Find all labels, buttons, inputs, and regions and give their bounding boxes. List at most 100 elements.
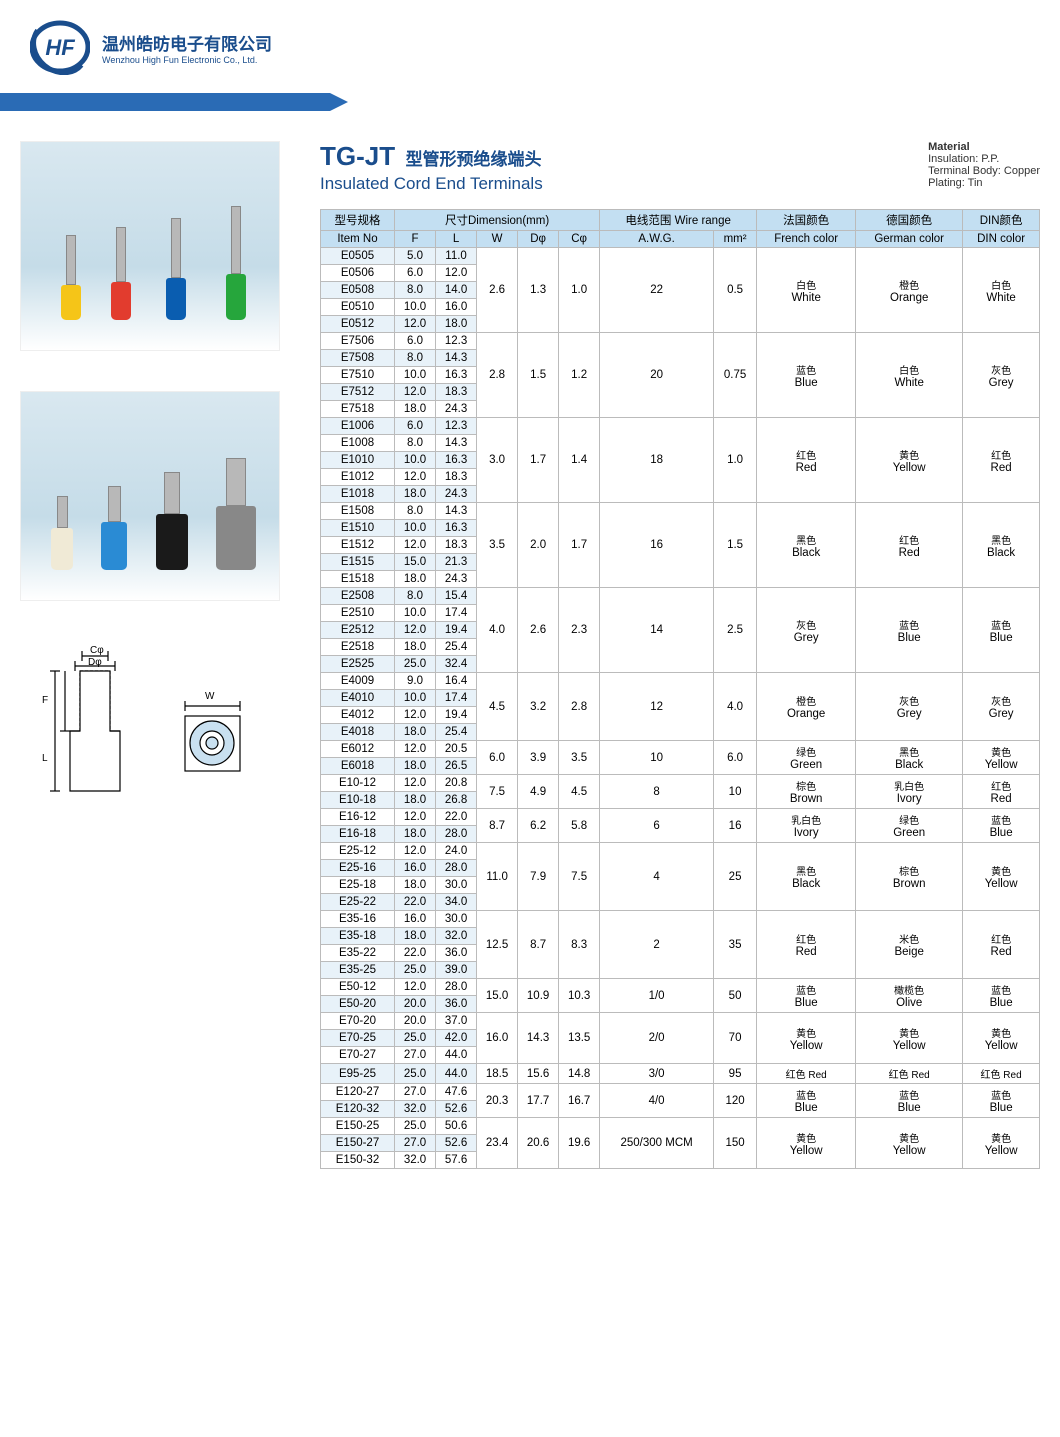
cell-item: E1518 <box>321 571 395 588</box>
cell-w: 11.0 <box>477 843 518 911</box>
cell-awg: 22 <box>600 248 714 333</box>
cell-mm2: 0.5 <box>714 248 757 333</box>
cell-de: 橙色Orange <box>856 248 963 333</box>
cell-l: 18.3 <box>436 537 477 554</box>
cell-item: E25-12 <box>321 843 395 860</box>
cell-din: 蓝色Blue <box>963 979 1040 1013</box>
cell-mm2: 70 <box>714 1013 757 1064</box>
cell-item: E1010 <box>321 452 395 469</box>
cell-awg: 10 <box>600 741 714 775</box>
table-row: E35-1616.030.012.58.78.3235红色Red米色Beige红… <box>321 911 1040 928</box>
cell-din: 蓝色Blue <box>963 1084 1040 1118</box>
cell-f: 10.0 <box>395 452 436 469</box>
cell-din: 白色White <box>963 248 1040 333</box>
cell-c: 7.5 <box>559 843 600 911</box>
cell-fr: 黄色Yellow <box>757 1118 856 1169</box>
cell-f: 32.0 <box>395 1152 436 1169</box>
cell-fr: 橙色Orange <box>757 673 856 741</box>
cell-item: E2510 <box>321 605 395 622</box>
cell-f: 12.0 <box>395 384 436 401</box>
cell-f: 18.0 <box>395 486 436 503</box>
cell-f: 16.0 <box>395 860 436 877</box>
table-row: E25088.015.44.02.62.3142.5灰色Grey蓝色Blue蓝色… <box>321 588 1040 605</box>
cell-l: 28.0 <box>436 860 477 877</box>
table-row: E75066.012.32.81.51.2200.75蓝色Blue白色White… <box>321 333 1040 350</box>
cell-fr: 蓝色Blue <box>757 979 856 1013</box>
cell-mm2: 10 <box>714 775 757 809</box>
th-d: Dφ <box>518 231 559 248</box>
cell-f: 12.0 <box>395 707 436 724</box>
cell-f: 20.0 <box>395 996 436 1013</box>
cell-item: E10-18 <box>321 792 395 809</box>
cell-d: 1.3 <box>518 248 559 333</box>
cell-l: 57.6 <box>436 1152 477 1169</box>
cell-l: 16.0 <box>436 299 477 316</box>
terminal-illustration <box>51 496 73 570</box>
cell-item: E10-12 <box>321 775 395 792</box>
cell-item: E0510 <box>321 299 395 316</box>
cell-d: 4.9 <box>518 775 559 809</box>
cell-l: 34.0 <box>436 894 477 911</box>
cell-item: E25-16 <box>321 860 395 877</box>
cell-din: 红色 Red <box>963 1064 1040 1084</box>
cell-c: 1.2 <box>559 333 600 418</box>
cell-f: 10.0 <box>395 605 436 622</box>
material-title: Material <box>928 141 1040 153</box>
cell-f: 27.0 <box>395 1084 436 1101</box>
cell-l: 28.0 <box>436 979 477 996</box>
cell-l: 30.0 <box>436 911 477 928</box>
cell-mm2: 0.75 <box>714 333 757 418</box>
cell-item: E35-18 <box>321 928 395 945</box>
cell-l: 25.4 <box>436 724 477 741</box>
cell-item: E1008 <box>321 435 395 452</box>
cell-item: E0505 <box>321 248 395 265</box>
cell-w: 2.8 <box>477 333 518 418</box>
th-dim: 尺寸Dimension(mm) <box>395 210 600 231</box>
cell-d: 3.9 <box>518 741 559 775</box>
cell-c: 4.5 <box>559 775 600 809</box>
cell-d: 7.9 <box>518 843 559 911</box>
cell-item: E16-18 <box>321 826 395 843</box>
cell-item: E50-12 <box>321 979 395 996</box>
cell-f: 20.0 <box>395 1013 436 1030</box>
cell-l: 18.0 <box>436 316 477 333</box>
cell-l: 52.6 <box>436 1135 477 1152</box>
cell-l: 12.0 <box>436 265 477 282</box>
product-image-1 <box>20 141 280 351</box>
cell-l: 12.3 <box>436 333 477 350</box>
cell-f: 25.0 <box>395 1030 436 1047</box>
cell-l: 20.5 <box>436 741 477 758</box>
cell-item: E150-25 <box>321 1118 395 1135</box>
product-image-2 <box>20 391 280 601</box>
cell-din: 黄色Yellow <box>963 843 1040 911</box>
company-logo: HF <box>30 20 90 75</box>
cell-c: 5.8 <box>559 809 600 843</box>
product-title: TG-JT 型管形预绝缘端头 Insulated Cord End Termin… <box>320 141 543 194</box>
cell-l: 26.8 <box>436 792 477 809</box>
cell-f: 8.0 <box>395 435 436 452</box>
cell-item: E7510 <box>321 367 395 384</box>
cell-awg: 14 <box>600 588 714 673</box>
cell-de: 蓝色Blue <box>856 588 963 673</box>
cell-f: 8.0 <box>395 282 436 299</box>
cell-item: E1018 <box>321 486 395 503</box>
cell-f: 5.0 <box>395 248 436 265</box>
table-row: E05055.011.02.61.31.0220.5白色White橙色Orang… <box>321 248 1040 265</box>
cell-f: 10.0 <box>395 367 436 384</box>
cell-f: 12.0 <box>395 622 436 639</box>
th-mm2: mm² <box>714 231 757 248</box>
cell-item: E150-32 <box>321 1152 395 1169</box>
table-row: E10066.012.33.01.71.4181.0红色Red黄色Yellow红… <box>321 418 1040 435</box>
cell-f: 18.0 <box>395 758 436 775</box>
cell-de: 橄榄色Olive <box>856 979 963 1013</box>
cell-f: 25.0 <box>395 1064 436 1084</box>
cell-de: 蓝色Blue <box>856 1084 963 1118</box>
cell-item: E1508 <box>321 503 395 520</box>
cell-item: E6012 <box>321 741 395 758</box>
cell-mm2: 4.0 <box>714 673 757 741</box>
th-item-en: Item No <box>321 231 395 248</box>
cell-f: 18.0 <box>395 639 436 656</box>
cell-fr: 蓝色Blue <box>757 1084 856 1118</box>
cell-l: 22.0 <box>436 809 477 826</box>
cell-l: 11.0 <box>436 248 477 265</box>
